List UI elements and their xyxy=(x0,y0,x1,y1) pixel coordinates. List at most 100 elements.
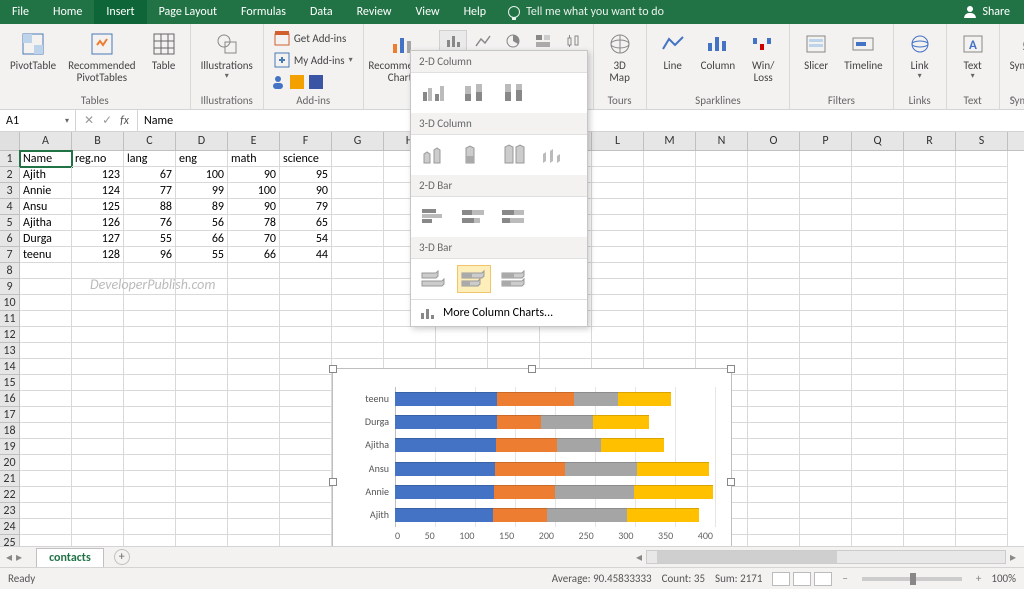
cell[interactable] xyxy=(748,439,800,455)
cell[interactable] xyxy=(20,423,72,439)
cell[interactable] xyxy=(800,183,852,199)
add-sheet-button[interactable]: + xyxy=(114,549,130,565)
zoom-in-button[interactable]: + xyxy=(976,572,981,585)
cell[interactable]: Ajitha xyxy=(20,215,72,231)
cell[interactable] xyxy=(956,503,1008,519)
tell-me[interactable]: Tell me what you want to do xyxy=(498,0,674,24)
row-header[interactable]: 6 xyxy=(0,231,20,247)
cell[interactable] xyxy=(852,535,904,546)
slicer-button[interactable]: Slicer xyxy=(796,28,836,74)
cell[interactable]: 90 xyxy=(280,183,332,199)
cell[interactable]: science xyxy=(280,151,332,167)
cell[interactable] xyxy=(904,183,956,199)
cell[interactable] xyxy=(800,199,852,215)
chart-option-stacked-bar[interactable] xyxy=(457,203,491,231)
cell[interactable]: 90 xyxy=(228,199,280,215)
column-header[interactable]: O xyxy=(748,132,800,150)
page-break-view-icon[interactable] xyxy=(814,572,832,586)
cell[interactable]: Ajith xyxy=(20,167,72,183)
row-header[interactable]: 22 xyxy=(0,487,20,503)
horizontal-scrollbar[interactable]: ◂ ▸ xyxy=(130,550,1024,565)
cell[interactable] xyxy=(332,199,384,215)
cell[interactable] xyxy=(852,519,904,535)
cell[interactable] xyxy=(800,519,852,535)
pie-chart-dropdown[interactable] xyxy=(499,30,527,52)
cell[interactable] xyxy=(176,535,228,546)
chart-option-3d-clustered-column[interactable] xyxy=(417,141,451,169)
cell[interactable] xyxy=(72,519,124,535)
cell[interactable] xyxy=(644,311,696,327)
cell[interactable] xyxy=(72,471,124,487)
cell[interactable] xyxy=(644,167,696,183)
cell[interactable]: 66 xyxy=(228,247,280,263)
cell[interactable] xyxy=(800,391,852,407)
cell[interactable] xyxy=(124,343,176,359)
cell[interactable] xyxy=(72,407,124,423)
cell[interactable] xyxy=(800,231,852,247)
ribbon-tab-formulas[interactable]: Formulas xyxy=(229,0,298,24)
cell[interactable] xyxy=(72,455,124,471)
cell[interactable] xyxy=(748,391,800,407)
cell[interactable] xyxy=(124,439,176,455)
cell[interactable] xyxy=(696,199,748,215)
cell[interactable] xyxy=(748,167,800,183)
cell[interactable]: 55 xyxy=(176,247,228,263)
cell[interactable] xyxy=(72,375,124,391)
cell[interactable] xyxy=(280,423,332,439)
chart-option-3d-100-stacked-column[interactable] xyxy=(497,141,531,169)
statistic-chart-dropdown[interactable] xyxy=(559,30,587,52)
sparkline-line-button[interactable]: Line xyxy=(653,28,693,74)
cell[interactable] xyxy=(228,519,280,535)
normal-view-icon[interactable] xyxy=(772,572,790,586)
cell[interactable] xyxy=(228,279,280,295)
cell[interactable] xyxy=(280,439,332,455)
cell[interactable] xyxy=(852,375,904,391)
cell[interactable] xyxy=(280,535,332,546)
cell[interactable] xyxy=(280,343,332,359)
cell[interactable] xyxy=(904,295,956,311)
cell[interactable] xyxy=(852,279,904,295)
zoom-out-button[interactable]: − xyxy=(842,572,847,585)
cell[interactable] xyxy=(800,247,852,263)
cell[interactable] xyxy=(748,151,800,167)
cell[interactable] xyxy=(644,327,696,343)
cell[interactable] xyxy=(124,327,176,343)
cell[interactable] xyxy=(852,391,904,407)
cell[interactable] xyxy=(800,407,852,423)
cell[interactable]: 77 xyxy=(124,183,176,199)
cell[interactable] xyxy=(228,471,280,487)
cell[interactable] xyxy=(332,295,384,311)
cell[interactable] xyxy=(124,407,176,423)
cell[interactable] xyxy=(228,295,280,311)
people-icon[interactable] xyxy=(270,74,286,90)
cell[interactable] xyxy=(904,455,956,471)
cell[interactable] xyxy=(904,247,956,263)
cell[interactable] xyxy=(436,327,488,343)
cell[interactable] xyxy=(592,343,644,359)
cell[interactable] xyxy=(280,391,332,407)
cell[interactable] xyxy=(748,535,800,546)
sheet-nav[interactable]: ◂ ▸ xyxy=(0,550,28,565)
cell[interactable] xyxy=(176,311,228,327)
cell[interactable]: reg.no xyxy=(72,151,124,167)
cell[interactable] xyxy=(20,519,72,535)
column-header[interactable]: A xyxy=(20,132,72,150)
sheet-tab[interactable]: contacts xyxy=(36,548,104,567)
cell[interactable]: 76 xyxy=(124,215,176,231)
cell[interactable] xyxy=(176,423,228,439)
cell[interactable] xyxy=(852,439,904,455)
cell[interactable] xyxy=(280,311,332,327)
cell[interactable]: 90 xyxy=(228,167,280,183)
cell[interactable] xyxy=(644,295,696,311)
row-header[interactable]: 10 xyxy=(0,295,20,311)
cell[interactable] xyxy=(748,183,800,199)
cell[interactable] xyxy=(592,311,644,327)
cell[interactable] xyxy=(176,471,228,487)
cell[interactable] xyxy=(644,183,696,199)
cell[interactable] xyxy=(384,343,436,359)
cell[interactable] xyxy=(20,375,72,391)
cell[interactable] xyxy=(748,311,800,327)
line-chart-dropdown[interactable] xyxy=(469,30,497,52)
sparkline-column-button[interactable]: Column xyxy=(697,28,740,74)
cell[interactable] xyxy=(852,423,904,439)
